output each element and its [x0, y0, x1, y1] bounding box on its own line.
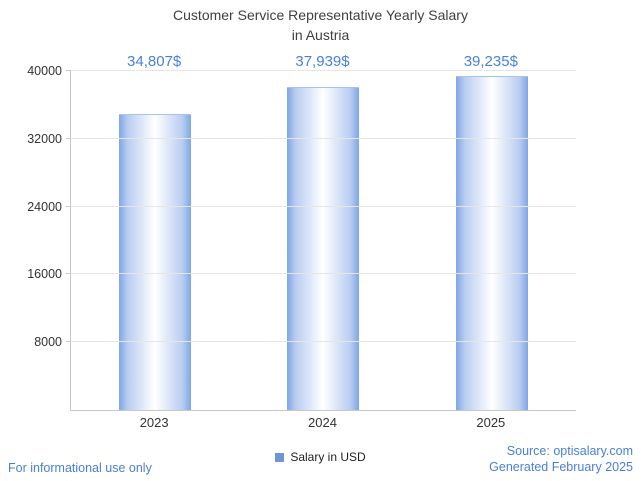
x-axis-label-2023: 2023: [139, 415, 169, 430]
y-axis-label: 24000: [27, 199, 62, 214]
legend-swatch-icon: [275, 452, 285, 462]
x-axis-labels: 2023 2024 2025: [70, 415, 575, 431]
y-axis-tick: [66, 137, 71, 139]
value-label-2023: 34,807$: [127, 53, 182, 70]
bar-slot: [408, 71, 576, 410]
x-axis-label-2024: 2024: [308, 415, 337, 430]
y-axis-tick: [66, 205, 71, 207]
bar-slot: [71, 71, 239, 410]
gridline: [71, 205, 576, 207]
disclaimer-text: For informational use only: [8, 461, 152, 475]
gridline: [71, 137, 576, 139]
source-block: Source: optisalary.com Generated Februar…: [489, 443, 633, 475]
y-axis-label: 32000: [27, 131, 62, 146]
legend-label: Salary in USD: [290, 450, 366, 464]
gridline: [71, 341, 576, 343]
gridline: [71, 273, 576, 275]
bar-2023: [119, 114, 192, 410]
plot-area: [66, 70, 576, 411]
bars: [71, 71, 576, 410]
y-axis-tick: [66, 273, 71, 275]
bar-2024: [287, 87, 360, 410]
chart-title-line2: in Austria: [291, 26, 350, 43]
source-text: Source: optisalary.com: [506, 444, 633, 458]
y-axis-labels: 8000 16000 24000 32000 40000: [0, 64, 62, 410]
bar-2025: [455, 76, 528, 410]
gridline: [71, 70, 576, 71]
y-axis-label: 8000: [34, 335, 62, 350]
legend: Salary in USD: [0, 450, 641, 464]
y-axis-label: 40000: [27, 64, 62, 78]
value-label-2024: 37,939$: [295, 53, 350, 70]
generated-text: Generated February 2025: [489, 460, 633, 474]
chart-title: Customer Service Representative Yearly S…: [0, 6, 641, 45]
y-axis-label: 16000: [27, 267, 62, 282]
bar-slot: [239, 71, 407, 410]
chart-title-line1: Customer Service Representative Yearly S…: [173, 7, 468, 23]
value-label-2025: 39,235$: [463, 53, 518, 70]
x-axis-label-2025: 2025: [476, 415, 506, 430]
value-labels: 34,807$ 37,939$ 39,235$: [70, 53, 575, 71]
y-axis-tick: [66, 70, 71, 71]
y-axis-tick: [66, 341, 71, 343]
